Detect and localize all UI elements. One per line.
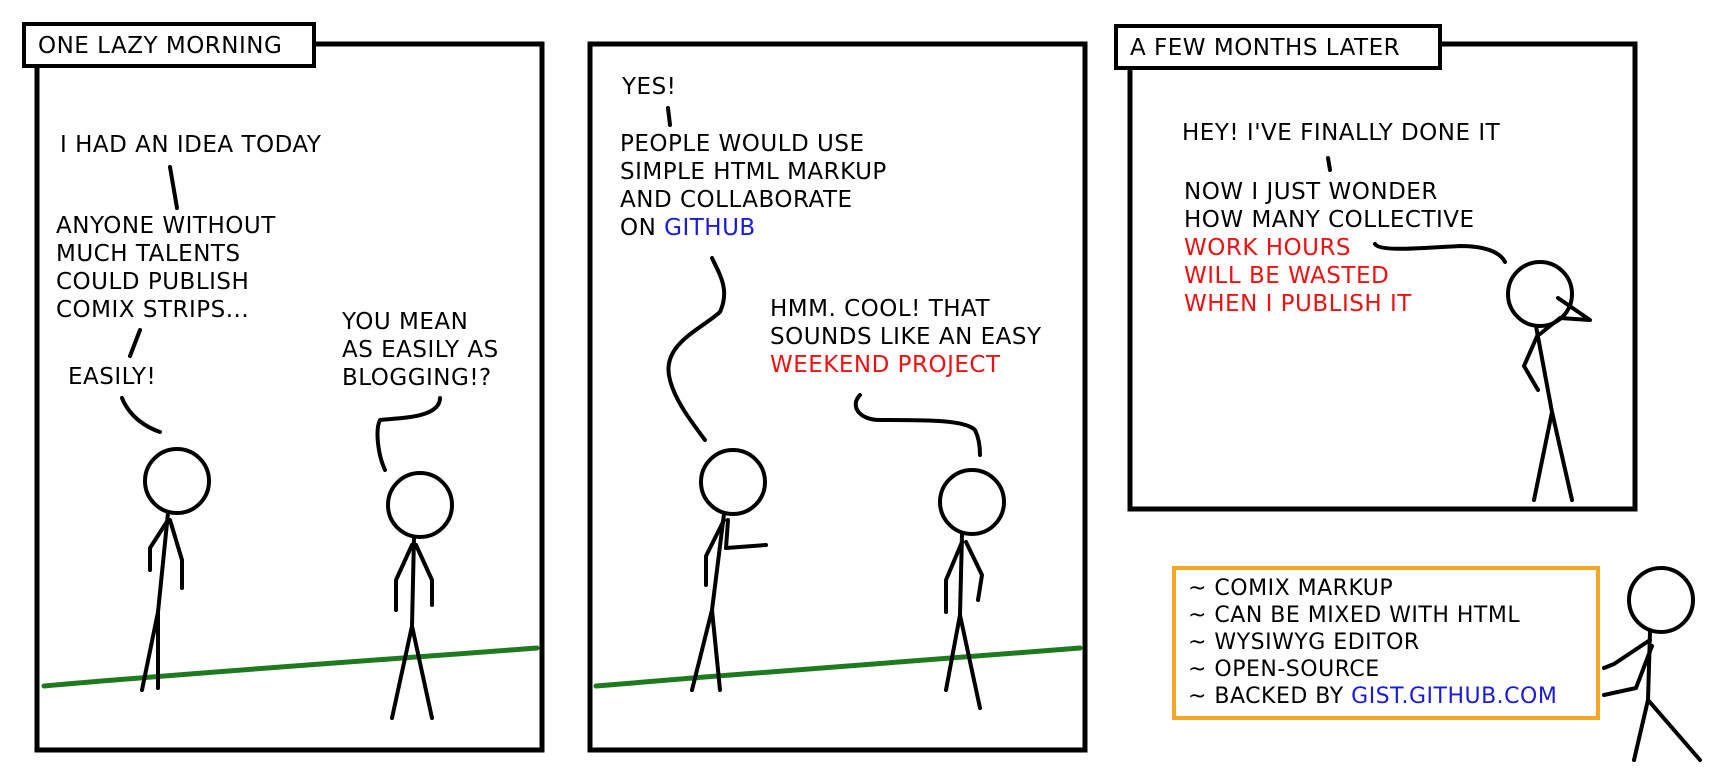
- speech-tail: [1326, 156, 1332, 172]
- dialogue-line: ANYONE WITHOUT: [56, 213, 276, 239]
- feature-item: ~ CAN BE MIXED WITH HTML: [1188, 603, 1521, 628]
- stroke-shape: [168, 518, 184, 590]
- stroke-shape: [938, 468, 1006, 536]
- dialogue-line: HEY! I'VE FINALLY DONE IT: [1182, 120, 1501, 146]
- dialogue-block: YOU MEAN AS EASILY AS BLOGGING!?: [342, 308, 499, 392]
- stroke-shape: [1522, 332, 1540, 392]
- caption-panel-1: ONE LAZY MORNING: [38, 33, 283, 59]
- stroke-shape: [1602, 644, 1654, 697]
- stroke-shape: [710, 608, 722, 692]
- dialogue-block: PEOPLE WOULD USE SIMPLE HTML MARKUP AND …: [620, 130, 887, 242]
- dialogue-line: I HAD AN IDEA TODAY: [60, 132, 322, 158]
- gist-link[interactable]: GIST.GITHUB.COM: [1351, 684, 1558, 709]
- speech-tail: [1373, 242, 1507, 264]
- dialogue-line: ON GITHUB: [620, 214, 887, 242]
- stroke-shape: [148, 518, 170, 572]
- dialogue-line: HOW MANY COLLECTIVE: [1184, 207, 1475, 233]
- stick-figure-right: [938, 468, 1006, 710]
- caption-panel-3: A FEW MONTHS LATER: [1130, 35, 1401, 61]
- caption-box: [22, 22, 316, 68]
- stroke-shape: [958, 613, 982, 710]
- dialogue-line: SIMPLE HTML MARKUP: [620, 159, 887, 185]
- speech-tail: [375, 396, 442, 472]
- stroke-shape: [394, 543, 414, 612]
- stroke-shape: [414, 543, 434, 607]
- feature-prefix: ~ BACKED BY: [1188, 684, 1352, 709]
- stroke-shape: [1550, 410, 1574, 502]
- dialogue-line: AS EASILY AS: [342, 337, 499, 363]
- speech-tail: [120, 396, 162, 434]
- highlight-text: WEEKEND PROJECT: [770, 352, 1001, 378]
- dialogue-line: PEOPLE WOULD USE: [620, 131, 865, 157]
- stroke-shape: [704, 518, 726, 587]
- stroke-shape: [964, 540, 984, 602]
- stroke-shape: [143, 447, 211, 515]
- dialogue-line: YOU MEAN: [342, 309, 469, 335]
- dialogue-line: AND COLLABORATE: [620, 187, 853, 213]
- dialogue-line: YES!: [622, 74, 677, 100]
- highlight-text: WILL BE WASTED: [1184, 263, 1390, 289]
- stroke-shape: [1532, 324, 1554, 502]
- feature-item: ~ BACKED BY GIST.GITHUB.COM: [1188, 683, 1557, 710]
- stick-figure-right: [386, 471, 454, 720]
- stick-figure-thinking: [1506, 260, 1592, 502]
- feature-box: [1172, 566, 1600, 720]
- ground-line-1: [41, 645, 540, 689]
- dialogue-line: COMIX STRIPS...: [56, 297, 250, 323]
- stroke-shape: [1506, 260, 1574, 328]
- stick-figure-left: [140, 447, 211, 692]
- feature-item: ~ WYSIWYG EDITOR: [1188, 630, 1420, 655]
- dialogue-line: SOUNDS LIKE AN EASY: [770, 324, 1042, 350]
- caption-box: [1114, 24, 1442, 70]
- panel-2-frame: [587, 41, 1088, 753]
- highlight-text: WHEN I PUBLISH IT: [1184, 291, 1412, 317]
- github-link[interactable]: GITHUB: [664, 215, 756, 241]
- stroke-shape: [944, 540, 964, 614]
- highlight-text: WORK HOURS: [1184, 235, 1352, 261]
- stick-figure-left: [690, 448, 768, 692]
- dialogue-prefix: ON: [620, 215, 665, 241]
- dialogue-block: HMM. COOL! THAT SOUNDS LIKE AN EASY WEEK…: [770, 295, 1042, 379]
- stroke-shape: [386, 471, 454, 539]
- dialogue-line: HMM. COOL! THAT: [770, 296, 991, 322]
- speech-tail: [666, 106, 672, 127]
- dialogue-line: BLOGGING!?: [342, 365, 492, 391]
- dialogue-line: NOW I JUST WONDER: [1184, 179, 1438, 205]
- speech-tail: [128, 328, 142, 358]
- stroke-shape: [410, 624, 434, 720]
- dialogue-block: NOW I JUST WONDER HOW MANY COLLECTIVE WO…: [1184, 178, 1475, 318]
- stroke-shape: [1627, 566, 1695, 634]
- feature-item: ~ COMIX MARKUP: [1188, 576, 1394, 601]
- stroke-shape: [1602, 638, 1652, 670]
- dialogue-line: MUCH TALENTS: [56, 241, 241, 267]
- dialogue-line: COULD PUBLISH: [56, 269, 250, 295]
- feature-item: ~ OPEN-SOURCE: [1188, 657, 1380, 682]
- speech-tail: [666, 256, 727, 442]
- stick-figure-sign-holder: [1602, 566, 1702, 762]
- stroke-shape: [1538, 296, 1592, 336]
- stroke-shape: [724, 518, 768, 550]
- dialogue-block: ANYONE WITHOUT MUCH TALENTS COULD PUBLIS…: [56, 212, 276, 324]
- stroke-shape: [1646, 698, 1702, 762]
- feature-list: ~ COMIX MARKUP ~ CAN BE MIXED WITH HTML …: [1188, 575, 1557, 710]
- ground-line-2: [593, 645, 1083, 689]
- speech-tail: [168, 165, 179, 210]
- stroke-shape: [699, 448, 767, 516]
- dialogue-line: EASILY!: [68, 364, 157, 390]
- speech-tail: [853, 393, 982, 457]
